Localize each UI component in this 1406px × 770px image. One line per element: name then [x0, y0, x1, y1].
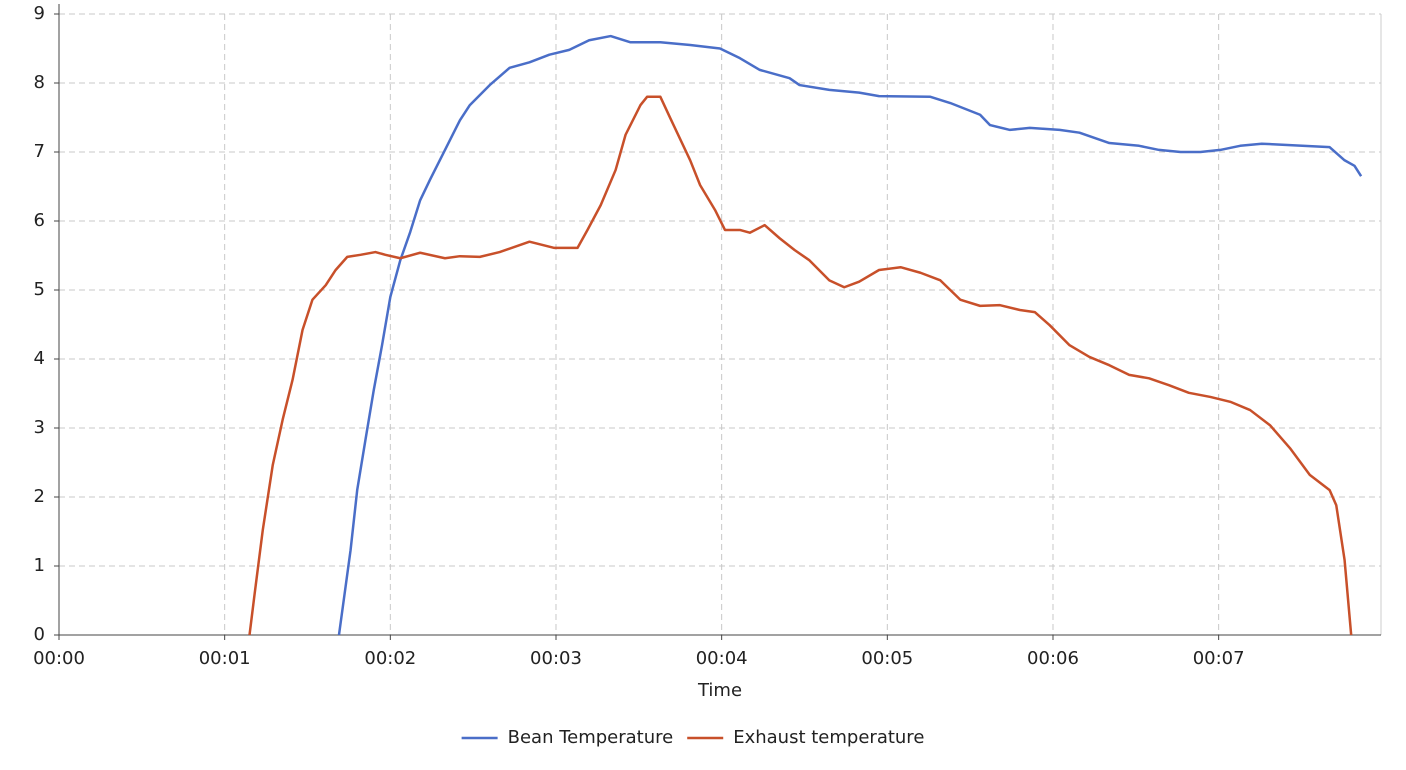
legend-label: Bean Temperature — [508, 727, 674, 748]
x-tick-label: 00:00 — [33, 648, 85, 669]
y-tick-label: 3 — [34, 417, 45, 438]
y-tick-label: 6 — [34, 210, 45, 231]
x-tick-label: 00:02 — [364, 648, 416, 669]
y-tick-label: 9 — [34, 3, 45, 24]
x-tick-label: 00:04 — [696, 648, 748, 669]
legend-label: Exhaust temperature — [733, 727, 924, 748]
line-series — [248, 95, 1353, 636]
x-tick-label: 00:05 — [861, 648, 913, 669]
x-tick-label: 00:07 — [1193, 648, 1245, 669]
y-tick-label: 8 — [34, 72, 45, 93]
y-tick-label: 4 — [34, 348, 45, 369]
x-tick-label: 00:06 — [1027, 648, 1079, 669]
y-tick-label: 5 — [34, 279, 45, 300]
line-series — [337, 34, 1363, 636]
x-tick-label: 00:01 — [199, 648, 251, 669]
x-tick-label: 00:03 — [530, 648, 582, 669]
y-tick-label: 2 — [34, 486, 45, 507]
y-tick-label: 7 — [34, 141, 45, 162]
x-axis-label: Time — [697, 680, 742, 701]
y-tick-label: 1 — [34, 555, 45, 576]
y-tick-label: 0 — [34, 624, 45, 645]
